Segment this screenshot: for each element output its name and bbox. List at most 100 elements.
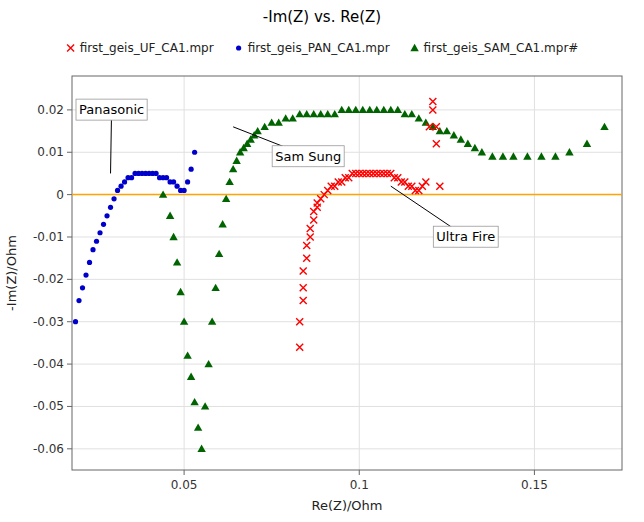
point [352, 106, 360, 113]
point [87, 260, 92, 265]
point [433, 123, 440, 130]
annotation-box [76, 99, 147, 120]
tick-mark [534, 470, 535, 475]
point [443, 127, 451, 134]
point [185, 179, 190, 184]
tick-label: 0 [56, 188, 64, 202]
point [373, 106, 381, 113]
point [83, 273, 88, 278]
point [359, 170, 366, 177]
point [363, 170, 370, 177]
point [281, 114, 289, 121]
point [189, 167, 194, 172]
point [408, 110, 416, 117]
point [478, 148, 486, 155]
legend-label: first_geis_UF_CA1.mpr [80, 41, 214, 55]
legend-marker [410, 44, 418, 51]
grid-line [359, 76, 360, 470]
annotation: Panasonic [79, 102, 144, 117]
point [373, 170, 380, 177]
annotation-box [272, 146, 344, 167]
tick-label: -0.01 [33, 230, 64, 244]
point [436, 183, 443, 190]
point [422, 118, 430, 125]
point [401, 110, 409, 117]
legend-marker [67, 45, 74, 52]
tick-label: 0.1 [350, 478, 369, 492]
grid-line [534, 76, 535, 470]
grid-line [72, 321, 622, 322]
annotation-box [433, 226, 498, 247]
tick-mark [67, 321, 72, 322]
point [197, 445, 205, 452]
point [366, 106, 374, 113]
point [398, 178, 405, 185]
legend-item: first_geis_PAN_CA1.mpr [236, 41, 390, 55]
point [328, 183, 335, 190]
plot-area [72, 98, 622, 452]
point [345, 106, 353, 113]
point [380, 106, 388, 113]
point [187, 373, 195, 380]
annotations: PanasonicSam SungUltra Fire [76, 99, 498, 247]
tick-label: 0.02 [37, 103, 64, 117]
point [194, 423, 202, 430]
point [310, 110, 318, 117]
legend-item: first_geis_UF_CA1.mpr [67, 41, 214, 55]
series [159, 106, 609, 452]
point [310, 217, 317, 224]
point [412, 187, 419, 194]
point [405, 183, 412, 190]
tick-mark [67, 364, 72, 365]
legend-label: first_geis_PAN_CA1.mpr [248, 41, 390, 55]
point [488, 152, 496, 159]
tick-label: -0.05 [33, 399, 64, 413]
point [104, 213, 109, 218]
reference-line [72, 194, 622, 196]
point [225, 178, 233, 185]
point [457, 135, 465, 142]
tick-mark [67, 194, 72, 195]
point [253, 127, 261, 134]
point [307, 233, 314, 240]
point [80, 285, 85, 290]
tick-label: -0.04 [33, 357, 64, 371]
grid-line [72, 152, 622, 153]
point [303, 242, 310, 249]
tick-label: -0.06 [33, 442, 64, 456]
point [307, 225, 314, 232]
grid-line [184, 76, 185, 470]
point [229, 165, 237, 172]
grid-line [72, 406, 622, 407]
point [300, 297, 307, 304]
point [232, 157, 240, 164]
point [471, 144, 479, 151]
point [101, 222, 106, 227]
tick-mark [67, 406, 72, 407]
point [331, 110, 339, 117]
point [359, 106, 367, 113]
point [600, 123, 608, 130]
legend-marker [236, 45, 241, 50]
point [94, 239, 99, 244]
tick-mark [359, 470, 360, 475]
tick-label: 0.05 [171, 478, 198, 492]
point [122, 179, 127, 184]
tick-label: 0.15 [521, 478, 548, 492]
point [450, 131, 458, 138]
point [352, 170, 359, 177]
tick-label: -0.02 [33, 272, 64, 286]
axis-label: -Im(Z)/Ohm [4, 235, 19, 311]
point [153, 171, 158, 176]
point [169, 233, 177, 240]
tick-label: -0.03 [33, 315, 64, 329]
point [73, 319, 78, 324]
point [97, 230, 102, 235]
point [118, 184, 123, 189]
point [335, 178, 342, 185]
point [583, 140, 591, 147]
point [422, 178, 429, 185]
legend: first_geis_UF_CA1.mpr first_geis_PAN_CA1.… [67, 41, 578, 55]
tick-mark [184, 470, 185, 475]
point [76, 298, 81, 303]
